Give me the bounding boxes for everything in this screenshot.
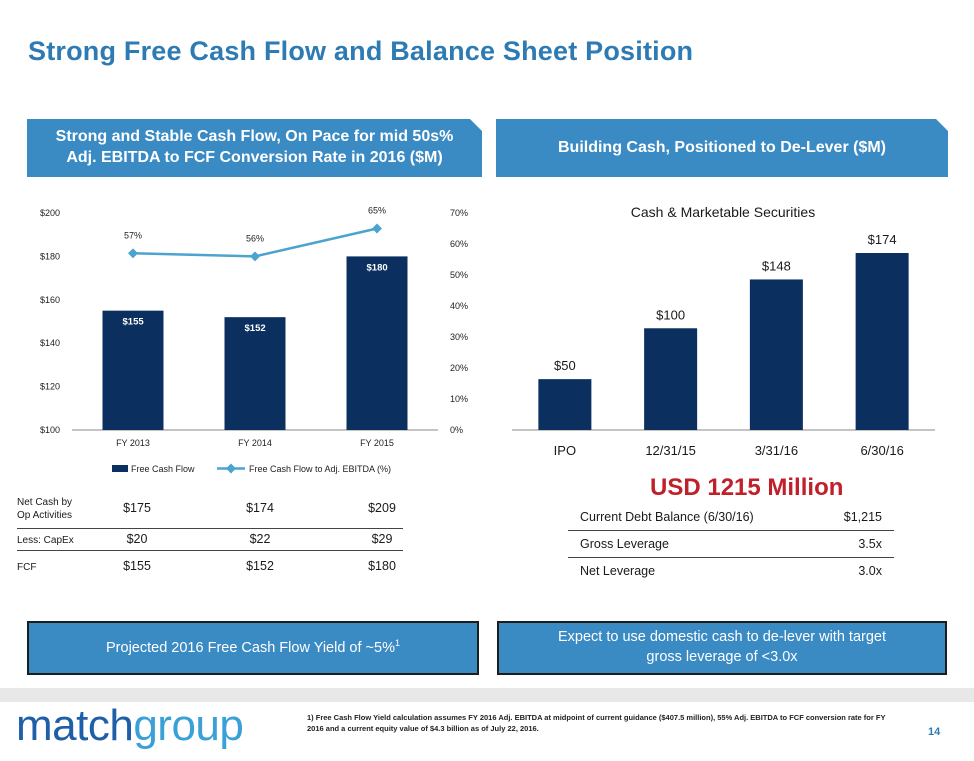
x-axis-tick-label: 12/31/15	[645, 443, 696, 458]
y2-axis-tick-label: 10%	[450, 394, 468, 404]
cash-bar-label: $148	[762, 258, 791, 273]
y-axis-tick-label: $160	[40, 295, 60, 305]
fcf-bar-label: $155	[123, 317, 145, 328]
footnote: 1) Free Cash Flow Yield calculation assu…	[307, 713, 886, 733]
left-section-banner: Strong and Stable Cash Flow, On Pace for…	[27, 119, 482, 177]
table-cell: $180	[368, 559, 396, 573]
cash-bar	[644, 328, 698, 430]
fcf-bar	[346, 256, 408, 430]
table-cell: $174	[246, 501, 274, 515]
y-axis-tick-label: $100	[40, 425, 60, 435]
row-label: Net Leverage	[580, 564, 656, 578]
x-axis-tick-label: FY 2014	[238, 438, 272, 448]
row-value: 3.0x	[858, 564, 882, 578]
legend-label: Free Cash Flow	[131, 464, 195, 474]
row-value: 3.5x	[858, 537, 882, 551]
fcf-bar-label: $180	[367, 262, 388, 273]
page-title: Strong Free Cash Flow and Balance Sheet …	[28, 36, 694, 66]
x-axis-tick-label: 6/30/16	[860, 443, 903, 458]
y-axis-tick-label: $140	[40, 338, 60, 348]
table-row: Current Debt Balance (6/30/16) $1,215	[568, 504, 894, 530]
table-cell: $152	[246, 559, 274, 573]
deleverage-line-1: Expect to use domestic cash to de-lever …	[557, 629, 887, 646]
conversion-rate-marker	[128, 248, 138, 259]
y-axis-tick-label: $120	[40, 382, 60, 392]
legend-swatch-marker	[226, 463, 236, 474]
fcf-bar	[102, 310, 164, 430]
y-axis-tick-label: $180	[40, 251, 60, 261]
conversion-rate-label: 57%	[124, 230, 142, 240]
cash-bar	[855, 253, 909, 430]
page-number: 14	[928, 726, 941, 738]
conversion-rate-marker	[250, 251, 260, 262]
table-row: Net Leverage 3.0x	[568, 558, 894, 584]
right-section-banner: Building Cash, Positioned to De-Lever ($…	[496, 119, 948, 177]
table-cell: $22	[249, 532, 271, 546]
legend-swatch-bar	[112, 465, 128, 472]
footnote-marker: 1	[394, 638, 400, 649]
table-cell: $175	[123, 501, 151, 515]
logo-part-match: match	[16, 701, 134, 750]
deleverage-line-2: gross leverage of <3.0x	[646, 649, 798, 665]
x-axis-tick-label: FY 2015	[360, 438, 394, 448]
table-divider	[17, 528, 403, 529]
y-axis-tick-label: $200	[40, 208, 60, 218]
fcf-yield-label: Projected 2016 Free Cash Flow Yield of ~…	[106, 640, 395, 657]
legend-label: Free Cash Flow to Adj. EBITDA (%)	[249, 464, 391, 474]
y2-axis-tick-label: 20%	[450, 363, 468, 373]
left-banner-line-1: Strong and Stable Cash Flow, On Pace for…	[55, 128, 454, 146]
row-value: $1,215	[843, 510, 882, 524]
conversion-rate-label: 65%	[368, 206, 386, 216]
table-divider	[568, 530, 894, 531]
x-axis-tick-label: 3/31/16	[755, 443, 798, 458]
match-group-logo: matchgroup	[16, 701, 244, 750]
left-banner-line-2: Adj. EBITDA to FCF Conversion Rate in 20…	[66, 149, 443, 166]
fcf-yield-callout: Projected 2016 Free Cash Flow Yield of ~…	[27, 621, 479, 675]
y2-axis-tick-label: 30%	[450, 332, 468, 342]
usd-callout: USD 1215 Million	[650, 474, 844, 501]
fcf-bar	[224, 317, 286, 430]
logo-part-group: group	[133, 701, 244, 750]
cash-bar	[538, 379, 592, 430]
conversion-rate-label: 56%	[246, 233, 264, 243]
table-cell: $20	[126, 532, 148, 546]
table-row-label-fcf: FCF	[17, 562, 37, 573]
chart-title: Cash & Marketable Securities	[631, 204, 815, 220]
y2-axis-tick-label: 40%	[450, 301, 468, 311]
table-cell: $155	[123, 559, 151, 573]
x-axis-tick-label: IPO	[554, 443, 576, 458]
cash-bar-label: $50	[554, 358, 576, 373]
row-label: Current Debt Balance (6/30/16)	[580, 510, 754, 524]
table-divider	[568, 557, 894, 558]
table-cell: $29	[371, 532, 393, 546]
table-divider	[17, 550, 403, 551]
cash-bar	[749, 279, 803, 430]
table-row-label-capex: Less: CapEx	[17, 535, 74, 546]
deleverage-callout: Expect to use domestic cash to de-lever …	[497, 621, 947, 675]
fcf-yield-text: Projected 2016 Free Cash Flow Yield of ~…	[106, 637, 400, 658]
table-row-label-net-cash: Net Cash by Op Activities	[17, 496, 72, 522]
row-label: Gross Leverage	[580, 537, 669, 551]
cash-flow-table: Net Cash by Op Activities $175 $174 $209…	[17, 490, 403, 580]
y2-axis-tick-label: 70%	[450, 208, 468, 218]
net-cash-label-line-2: Op Activities	[17, 510, 73, 521]
footer-band	[0, 688, 974, 702]
table-row: Gross Leverage 3.5x	[568, 531, 894, 557]
net-cash-label-line-1: Net Cash by	[17, 497, 73, 508]
cash-bar-label: $174	[868, 232, 897, 247]
x-axis-tick-label: FY 2013	[116, 438, 150, 448]
conversion-rate-marker	[372, 223, 382, 234]
table-cell: $209	[368, 501, 396, 515]
y2-axis-tick-label: 0%	[450, 425, 463, 435]
y2-axis-tick-label: 50%	[450, 270, 468, 280]
y2-axis-tick-label: 60%	[450, 239, 468, 249]
cash-bar-label: $100	[656, 307, 685, 322]
fcf-bar-label: $152	[245, 323, 266, 334]
